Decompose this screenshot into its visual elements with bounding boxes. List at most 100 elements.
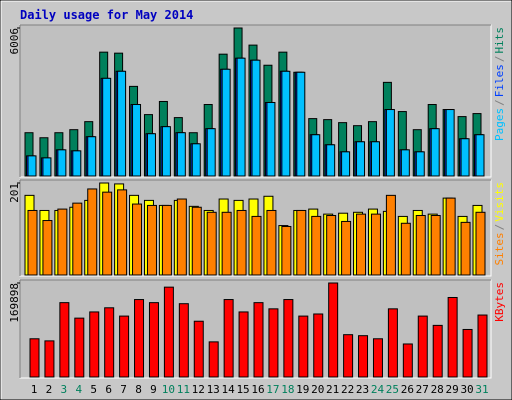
legend-entry: KBytes bbox=[493, 282, 506, 322]
bar bbox=[74, 317, 85, 378]
x-tick-label: 16 bbox=[251, 383, 264, 396]
x-tick-label: 1 bbox=[31, 383, 38, 396]
bar bbox=[447, 296, 458, 378]
x-tick-label: 8 bbox=[135, 383, 142, 396]
x-tick-label: 18 bbox=[281, 383, 294, 396]
x-tick-label: 31 bbox=[475, 383, 488, 396]
bar bbox=[402, 343, 413, 378]
bar bbox=[445, 197, 456, 276]
bar bbox=[117, 70, 127, 177]
legend-entry: Visits bbox=[493, 182, 506, 222]
bar bbox=[387, 308, 398, 378]
bar bbox=[266, 101, 276, 177]
bar bbox=[475, 134, 485, 177]
bar bbox=[132, 104, 142, 177]
bar bbox=[328, 282, 339, 378]
bar bbox=[296, 209, 307, 276]
bar bbox=[311, 215, 322, 276]
x-tick-label: 25 bbox=[386, 383, 399, 396]
x-tick-label: 22 bbox=[341, 383, 354, 396]
bar bbox=[102, 77, 112, 177]
legend-separator: / bbox=[493, 224, 506, 231]
bar bbox=[432, 324, 443, 378]
bar bbox=[27, 155, 37, 177]
bar bbox=[134, 299, 145, 378]
bar bbox=[29, 338, 40, 378]
bar bbox=[161, 204, 172, 276]
bar bbox=[475, 211, 486, 276]
bar bbox=[477, 314, 488, 378]
bar bbox=[206, 128, 216, 177]
bar bbox=[193, 320, 204, 378]
x-tick-label: 14 bbox=[222, 383, 236, 396]
bar bbox=[146, 204, 157, 276]
bar bbox=[296, 71, 306, 177]
bar bbox=[44, 340, 55, 378]
x-tick-label: 11 bbox=[177, 383, 190, 396]
bar bbox=[57, 149, 67, 177]
x-tick-label: 9 bbox=[150, 383, 157, 396]
bar bbox=[191, 143, 201, 177]
bar bbox=[117, 189, 128, 276]
x-tick-label: 29 bbox=[446, 383, 459, 396]
bar bbox=[313, 313, 324, 378]
bar bbox=[385, 194, 396, 276]
bar bbox=[281, 70, 291, 177]
legend: KBytes bbox=[493, 282, 506, 322]
bar bbox=[281, 225, 292, 276]
x-tick-label: 6 bbox=[105, 383, 112, 396]
bar bbox=[268, 308, 279, 378]
x-tick-label: 2 bbox=[46, 383, 53, 396]
bar bbox=[102, 191, 113, 276]
bar bbox=[400, 149, 410, 177]
bar bbox=[221, 211, 232, 276]
bar bbox=[415, 214, 426, 276]
y-tick-label: 6006 bbox=[8, 28, 21, 55]
bar bbox=[59, 302, 70, 378]
bar bbox=[104, 307, 115, 378]
bar bbox=[148, 302, 159, 378]
bar bbox=[356, 141, 366, 177]
bar bbox=[358, 335, 369, 378]
bar bbox=[400, 222, 411, 276]
x-tick-label: 21 bbox=[326, 383, 339, 396]
x-tick-label: 30 bbox=[460, 383, 473, 396]
y-tick-label: 169898 bbox=[8, 283, 21, 323]
bar bbox=[253, 302, 264, 378]
bar bbox=[236, 209, 247, 276]
bar bbox=[251, 59, 261, 177]
bar bbox=[146, 133, 156, 177]
bar bbox=[176, 132, 186, 177]
bar bbox=[57, 208, 68, 276]
bar bbox=[72, 150, 82, 177]
bar bbox=[178, 303, 189, 378]
legend-separator: / bbox=[493, 56, 506, 63]
bar bbox=[460, 221, 471, 276]
bar bbox=[343, 334, 354, 378]
x-tick-label: 3 bbox=[61, 383, 68, 396]
bar bbox=[132, 203, 143, 276]
bar bbox=[326, 144, 336, 177]
bar bbox=[326, 214, 337, 276]
bar bbox=[206, 211, 217, 276]
bar bbox=[266, 209, 277, 276]
x-tick-label: 26 bbox=[401, 383, 414, 396]
legend: Sites/ Visits bbox=[493, 182, 506, 266]
bar bbox=[251, 215, 262, 276]
x-tick-label: 5 bbox=[90, 383, 97, 396]
bar bbox=[163, 286, 174, 378]
legend-separator: / bbox=[493, 99, 506, 106]
bar bbox=[370, 141, 380, 177]
legend-entry: Sites bbox=[493, 232, 506, 265]
bar bbox=[356, 213, 367, 276]
bar bbox=[87, 188, 98, 276]
x-tick-label: 27 bbox=[416, 383, 429, 396]
bar bbox=[27, 209, 38, 276]
y-tick-label: 201 bbox=[8, 183, 21, 203]
bar bbox=[445, 109, 455, 177]
x-tick-label: 24 bbox=[371, 383, 385, 396]
legend-entry: Pages bbox=[493, 108, 506, 141]
bar bbox=[341, 151, 351, 177]
x-tick-label: 20 bbox=[311, 383, 324, 396]
